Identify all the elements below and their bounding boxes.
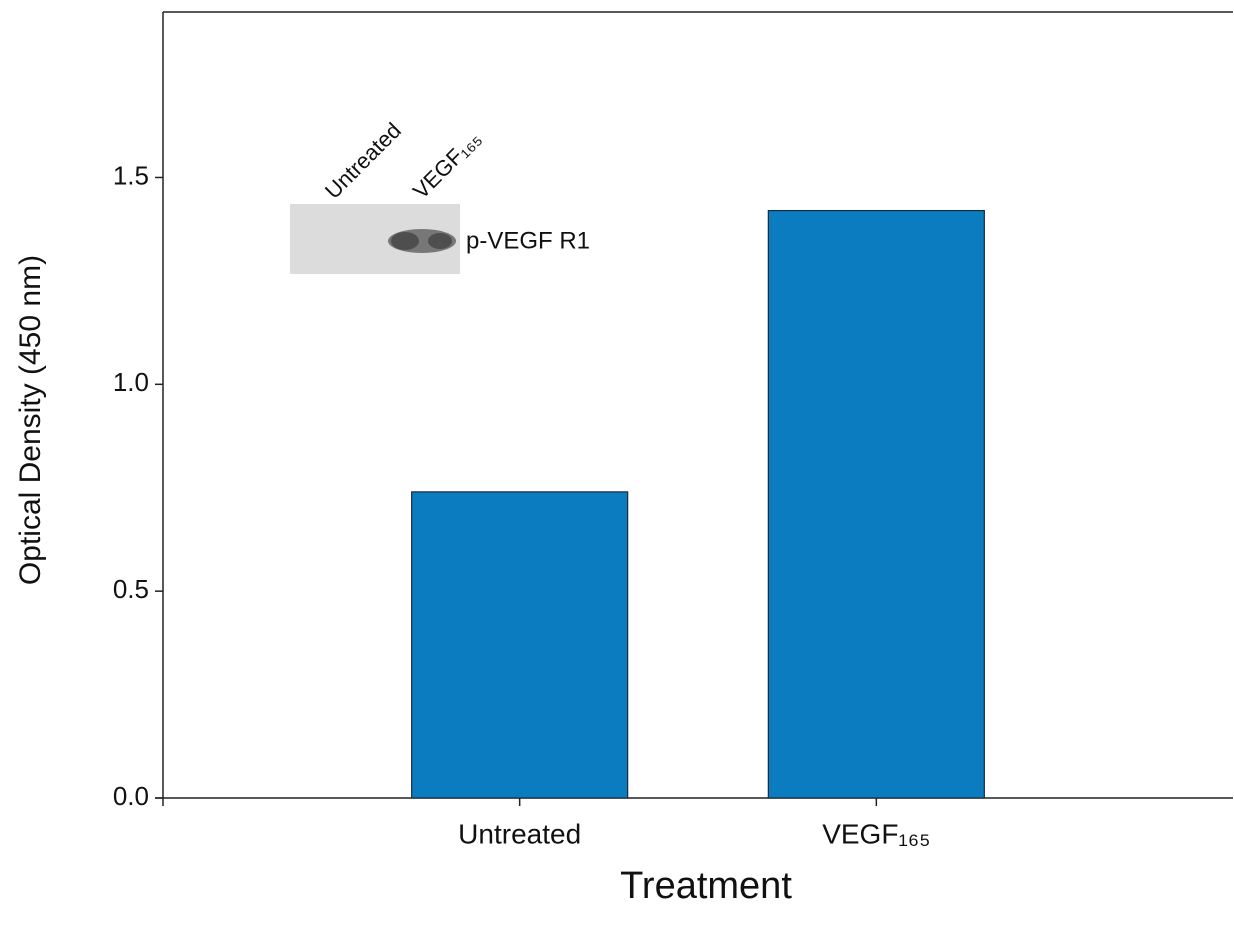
blot-band [391,232,419,250]
chart: Optical Density (450 nm) Treatment Untre… [0,0,1234,931]
y-axis-title: Optical Density (450 nm) [14,255,47,585]
band-label: p-VEGF R1 [466,227,590,254]
x-axis-title: Treatment [620,865,792,907]
bar [412,492,628,798]
lane-label: VEGF₁₆₅ [408,126,486,204]
inset-blot: Untreated VEGF₁₆₅ p-VEGF R1 [290,118,590,274]
bar [768,211,984,798]
lane-label: Untreated [320,118,406,204]
x-tick-label: Untreated [458,818,581,849]
y-tick-label: 1.0 [113,367,149,397]
x-tick-label: VEGF₁₆₅ [822,818,930,849]
y-tick-label: 1.5 [113,160,149,190]
y-tick-label: 0.5 [113,574,149,604]
y-tick-label: 0.0 [113,781,149,811]
blot-band [428,233,452,249]
